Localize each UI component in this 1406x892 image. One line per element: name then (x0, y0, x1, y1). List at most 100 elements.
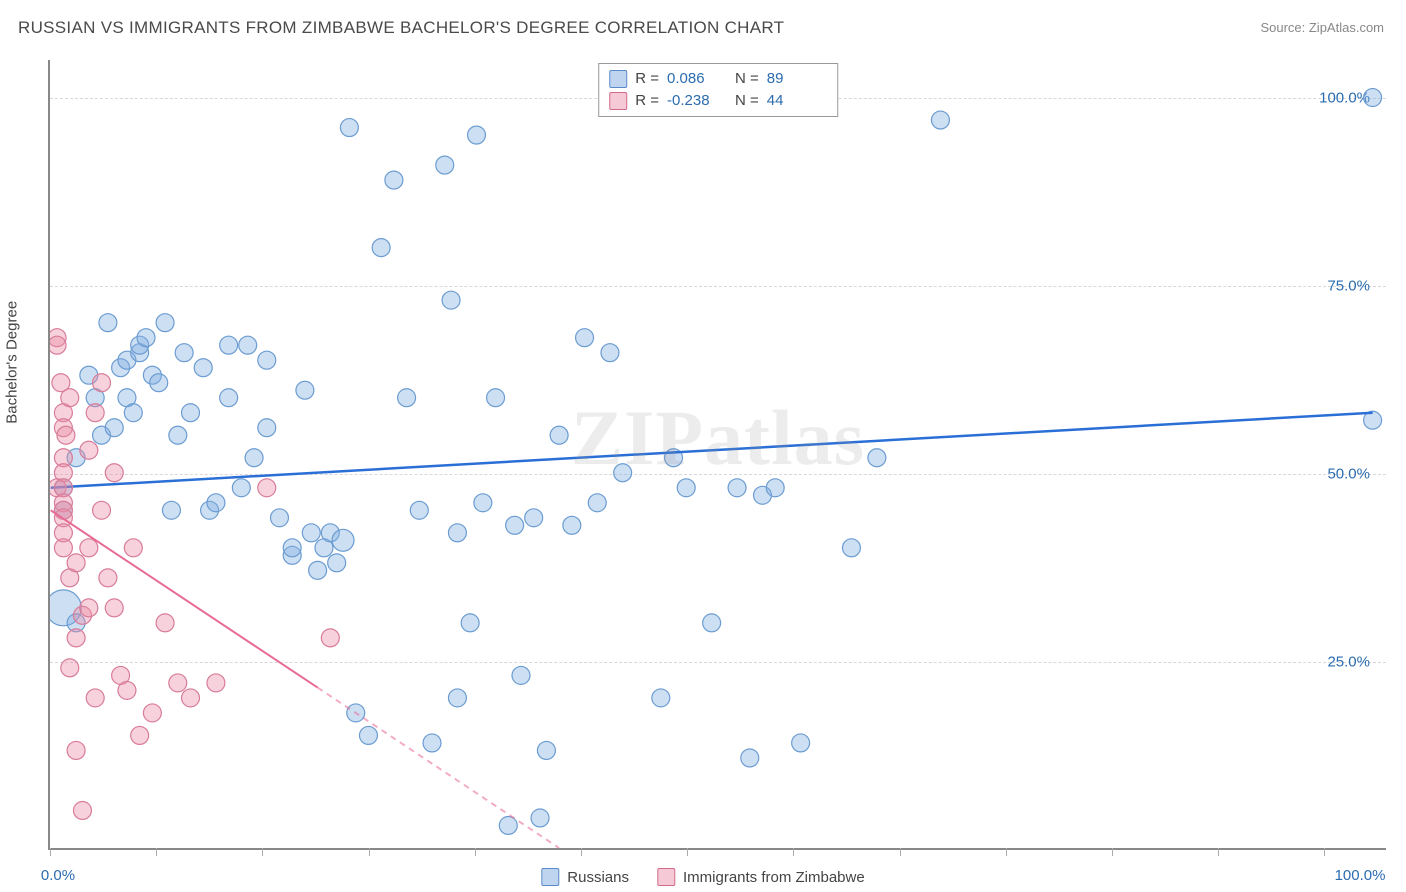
legend-stats-row-zimbabwe: R = -0.238 N = 44 (609, 90, 827, 112)
scatter-point (73, 801, 91, 819)
swatch-pink-icon (657, 868, 675, 886)
scatter-point (296, 381, 314, 399)
scatter-point (105, 419, 123, 437)
scatter-point (332, 529, 354, 551)
x-tick (369, 848, 370, 856)
n-label: N = (735, 68, 759, 90)
scatter-point (614, 464, 632, 482)
n-value-zimbabwe: 44 (767, 90, 827, 112)
scatter-point (258, 419, 276, 437)
legend-label-russians: Russians (567, 869, 629, 886)
x-tick (475, 848, 476, 856)
scatter-point (131, 726, 149, 744)
scatter-point (652, 689, 670, 707)
scatter-point (448, 524, 466, 542)
scatter-point (328, 554, 346, 572)
scatter-point (258, 351, 276, 369)
scatter-point (588, 494, 606, 512)
x-tick-start: 0.0% (41, 867, 75, 884)
scatter-point (868, 449, 886, 467)
scatter-point (156, 614, 174, 632)
plot-area: ZIPatlas R = 0.086 N = 89 R = -0.238 N =… (48, 60, 1386, 850)
scatter-point (499, 817, 517, 835)
scatter-point (207, 494, 225, 512)
scatter-point (792, 734, 810, 752)
scatter-point (398, 389, 416, 407)
scatter-point (576, 329, 594, 347)
scatter-point (487, 389, 505, 407)
legend-item-zimbabwe: Immigrants from Zimbabwe (657, 868, 865, 886)
scatter-point (309, 561, 327, 579)
scatter-point (703, 614, 721, 632)
scatter-point (474, 494, 492, 512)
scatter-point (93, 374, 111, 392)
scatter-point (385, 171, 403, 189)
r-label: R = (635, 90, 659, 112)
scatter-point (423, 734, 441, 752)
scatter-point (105, 599, 123, 617)
scatter-point (124, 404, 142, 422)
scatter-point (232, 479, 250, 497)
scatter-point (601, 344, 619, 362)
swatch-blue-icon (609, 70, 627, 88)
scatter-point (105, 464, 123, 482)
scatter-point (80, 539, 98, 557)
x-tick (581, 848, 582, 856)
scatter-point (512, 666, 530, 684)
scatter-point (220, 336, 238, 354)
x-tick-end: 100.0% (1335, 867, 1386, 884)
x-tick (1218, 848, 1219, 856)
scatter-point (537, 741, 555, 759)
scatter-point (169, 426, 187, 444)
x-tick (687, 848, 688, 856)
source-attribution: Source: ZipAtlas.com (1260, 20, 1384, 35)
scatter-point (741, 749, 759, 767)
scatter-point (61, 659, 79, 677)
legend-series: Russians Immigrants from Zimbabwe (541, 868, 864, 886)
scatter-point (842, 539, 860, 557)
scatter-point (50, 336, 66, 354)
n-label: N = (735, 90, 759, 112)
scatter-point (67, 554, 85, 572)
x-tick (262, 848, 263, 856)
scatter-point (169, 674, 187, 692)
scatter-point (1364, 89, 1382, 107)
scatter-point (302, 524, 320, 542)
legend-item-russians: Russians (541, 868, 629, 886)
r-value-zimbabwe: -0.238 (667, 90, 727, 112)
scatter-point (118, 681, 136, 699)
scatter-point (563, 516, 581, 534)
x-tick (1112, 848, 1113, 856)
scatter-point (372, 239, 390, 257)
scatter-point (766, 479, 784, 497)
scatter-point (442, 291, 460, 309)
x-tick (900, 848, 901, 856)
x-tick (1324, 848, 1325, 856)
scatter-point (531, 809, 549, 827)
scatter-point (239, 336, 257, 354)
scatter-point (137, 329, 155, 347)
x-tick (50, 848, 51, 856)
r-label: R = (635, 68, 659, 90)
legend-stats-row-russians: R = 0.086 N = 89 (609, 68, 827, 90)
swatch-pink-icon (609, 92, 627, 110)
scatter-point (525, 509, 543, 527)
scatter-point (67, 629, 85, 647)
scatter-point (150, 374, 168, 392)
scatter-point (86, 689, 104, 707)
y-axis-label: Bachelor's Degree (4, 301, 21, 424)
scatter-point (410, 501, 428, 519)
scatter-point (61, 389, 79, 407)
scatter-point (271, 509, 289, 527)
chart-svg (50, 60, 1386, 848)
x-tick (1006, 848, 1007, 856)
scatter-point (156, 314, 174, 332)
scatter-point (461, 614, 479, 632)
scatter-point (207, 674, 225, 692)
scatter-point (245, 449, 263, 467)
r-value-russians: 0.086 (667, 68, 727, 90)
scatter-point (99, 569, 117, 587)
scatter-point (506, 516, 524, 534)
scatter-point (220, 389, 238, 407)
scatter-point (80, 599, 98, 617)
